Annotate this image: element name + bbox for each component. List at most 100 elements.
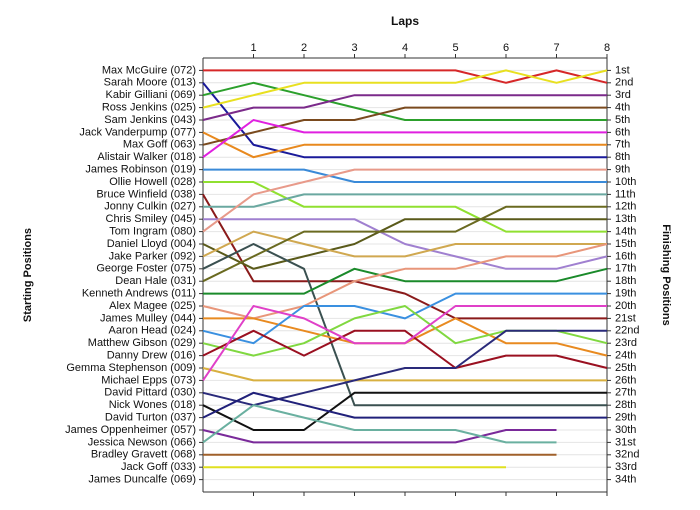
- position-line: [202, 81, 607, 121]
- position-line: [202, 69, 608, 109]
- y2-tick-label: 8th: [615, 151, 630, 163]
- x-tick-label: 3: [351, 42, 357, 54]
- starting-position-label: Alistair Walker (018): [97, 151, 196, 163]
- position-line: [202, 193, 607, 320]
- y2-tick-label: 20th: [615, 300, 636, 312]
- x-tick-label: 1: [250, 42, 256, 54]
- starting-position-label: James Mulley (044): [100, 312, 196, 324]
- starting-position-label: Aaron Head (024): [109, 325, 196, 337]
- starting-position-label: Bruce Winfield (038): [96, 188, 196, 200]
- x-tick-label: 8: [604, 42, 610, 54]
- starting-position-label: David Pittard (030): [104, 387, 196, 399]
- y2-tick-label: 17th: [615, 263, 636, 275]
- starting-position-label: Max Goff (063): [123, 139, 196, 151]
- starting-position-label: Chris Smiley (045): [106, 213, 196, 225]
- starting-position-label: David Turton (037): [105, 412, 196, 424]
- y2-tick-label: 33rd: [615, 461, 637, 473]
- position-line: [203, 69, 608, 84]
- position-line: [202, 168, 607, 233]
- y2-tick-label: 18th: [615, 275, 636, 287]
- starting-position-label: Kabir Gilliani (069): [106, 89, 196, 101]
- starting-position-label: Ollie Howell (028): [109, 176, 196, 188]
- chart-title: Laps: [391, 14, 419, 28]
- position-line: [203, 193, 607, 208]
- position-line: [202, 119, 607, 159]
- starting-position-label: Max McGuire (072): [102, 64, 196, 76]
- starting-position-label: Tom Ingram (080): [109, 226, 196, 238]
- starting-position-label: Daniel Lloyd (004): [107, 238, 196, 250]
- starting-position-label: Kenneth Andrews (011): [82, 288, 196, 300]
- position-line: [202, 329, 607, 407]
- y2-tick-label: 25th: [615, 362, 636, 374]
- y2-tick-label: 15th: [615, 238, 636, 250]
- position-line: [202, 391, 607, 419]
- y2-tick-label: 23rd: [615, 337, 637, 349]
- starting-position-label: George Foster (075): [96, 263, 196, 275]
- x-tick-label: 2: [301, 42, 307, 54]
- starting-position-label: Jessica Newson (066): [88, 436, 196, 448]
- y2-tick-label: 6th: [615, 126, 630, 138]
- starting-position-label: Bradley Gravett (068): [91, 449, 196, 461]
- y2-tick-label: 28th: [615, 399, 636, 411]
- y2-tick-label: 31st: [615, 436, 636, 448]
- position-line: [202, 82, 607, 159]
- position-line: [202, 94, 607, 121]
- y2-tick-label: 26th: [615, 374, 636, 386]
- y2-tick-label: 22nd: [615, 325, 639, 337]
- x-tick-label: 6: [503, 42, 509, 54]
- starting-position-label: Dean Hale (031): [115, 275, 196, 287]
- starting-position-label: Jack Goff (033): [121, 461, 196, 473]
- position-line: [202, 429, 557, 444]
- y-axis-label: Starting Positions: [22, 228, 34, 322]
- position-line: [202, 329, 608, 369]
- position-line: [202, 243, 608, 320]
- starting-position-label: Ross Jenkins (025): [102, 102, 196, 114]
- position-line: [202, 205, 607, 283]
- starting-position-label: Jonny Culkin (027): [104, 201, 196, 213]
- y2-tick-label: 13th: [615, 213, 636, 225]
- y2-tick-label: 11th: [615, 188, 636, 200]
- y2-tick-label: 14th: [615, 226, 636, 238]
- y2-tick-label: 24th: [615, 350, 636, 362]
- x-tick-label: 4: [402, 42, 408, 54]
- position-line: [202, 305, 607, 381]
- y2-tick-label: 9th: [615, 164, 630, 176]
- y2-tick-label: 7th: [615, 139, 630, 151]
- y2-tick-label: 19th: [615, 288, 636, 300]
- y2-tick-label: 3rd: [615, 89, 631, 101]
- position-line: [202, 404, 557, 444]
- y2-tick-label: 30th: [615, 424, 636, 436]
- starting-position-label: Alex Magee (025): [109, 300, 196, 312]
- starting-position-label: Gemma Stephenson (009): [66, 362, 196, 374]
- y2-tick-label: 29th: [615, 412, 636, 424]
- x-tick-label: 5: [452, 42, 458, 54]
- starting-position-label: James Duncalfe (069): [88, 474, 196, 486]
- position-line: [202, 367, 607, 382]
- starting-position-label: Matthew Gibson (029): [88, 337, 196, 349]
- position-line: [203, 168, 607, 183]
- starting-position-label: Sarah Moore (013): [104, 77, 196, 89]
- starting-position-label: James Robinson (019): [85, 164, 196, 176]
- x-tick-label: 7: [553, 42, 559, 54]
- position-line: [202, 218, 607, 270]
- y2-tick-label: 16th: [615, 250, 636, 262]
- position-line: [202, 131, 607, 159]
- y2-tick-label: 2nd: [615, 77, 633, 89]
- starting-position-label: James Oppenheimer (057): [65, 424, 196, 436]
- starting-position-label: Jake Parker (092): [109, 250, 196, 262]
- y2-tick-label: 34th: [615, 474, 636, 486]
- starting-position-label: Sam Jenkins (043): [104, 114, 196, 126]
- y2-tick-label: 27th: [615, 387, 636, 399]
- position-line: [203, 218, 608, 270]
- starting-position-label: Danny Drew (016): [107, 350, 196, 362]
- starting-position-label: Nick Wones (018): [109, 399, 196, 411]
- y2-tick-label: 32nd: [615, 449, 639, 461]
- position-line: [202, 292, 607, 345]
- position-line: [202, 243, 607, 407]
- position-line: [203, 267, 608, 295]
- y2-tick-label: 21st: [615, 312, 636, 324]
- y2-tick-label: 1st: [615, 64, 630, 76]
- y2-tick-label: 12th: [615, 201, 636, 213]
- starting-position-label: Jack Vanderpump (077): [79, 126, 196, 138]
